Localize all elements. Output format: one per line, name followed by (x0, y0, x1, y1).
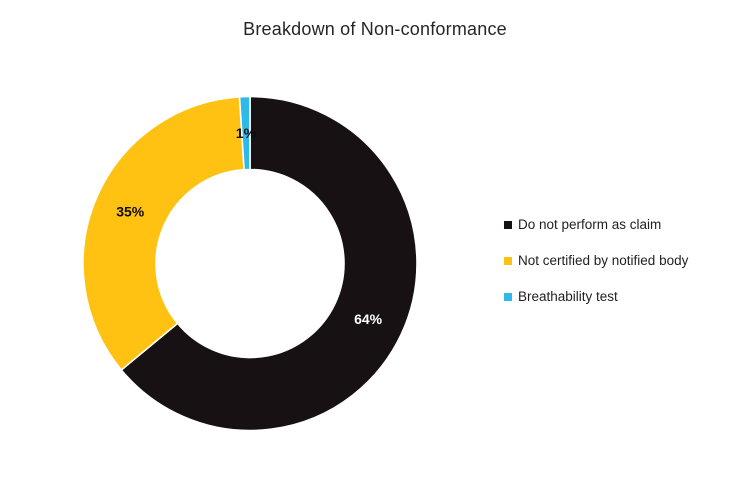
donut-slice (238, 95, 251, 171)
legend: Do not perform as claim Not certified by… (504, 212, 688, 320)
legend-marker-breathability-square-icon (504, 292, 512, 301)
legend-item: Breathability test (504, 284, 688, 309)
legend-item: Not certified by notified body (504, 248, 688, 273)
legend-item: Do not perform as claim (504, 212, 688, 237)
slice-percentage-label: 35% (116, 204, 145, 220)
donut-slice (82, 96, 245, 371)
slice-percentage-label: 1% (236, 125, 257, 141)
donut-chart: 64% 35% 1% (82, 95, 418, 432)
slice-percentage-label: 64% (354, 311, 383, 327)
donut-slice (120, 95, 418, 432)
chart-title: Breakdown of Non-conformance (243, 19, 507, 39)
legend-marker-do-not-perform-square-icon (504, 220, 512, 229)
legend-marker-not-certified-square-icon (504, 256, 512, 265)
legend-label-do-not-perform: Do not perform as claim (518, 217, 662, 232)
legend-label-breathability: Breathability test (518, 289, 618, 304)
legend-label-not-certified: Not certified by notified body (518, 253, 689, 268)
